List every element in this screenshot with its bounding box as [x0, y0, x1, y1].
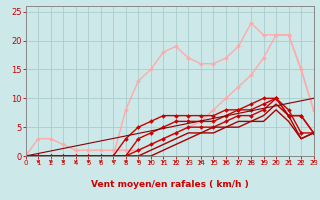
X-axis label: Vent moyen/en rafales ( km/h ): Vent moyen/en rafales ( km/h )	[91, 180, 248, 189]
